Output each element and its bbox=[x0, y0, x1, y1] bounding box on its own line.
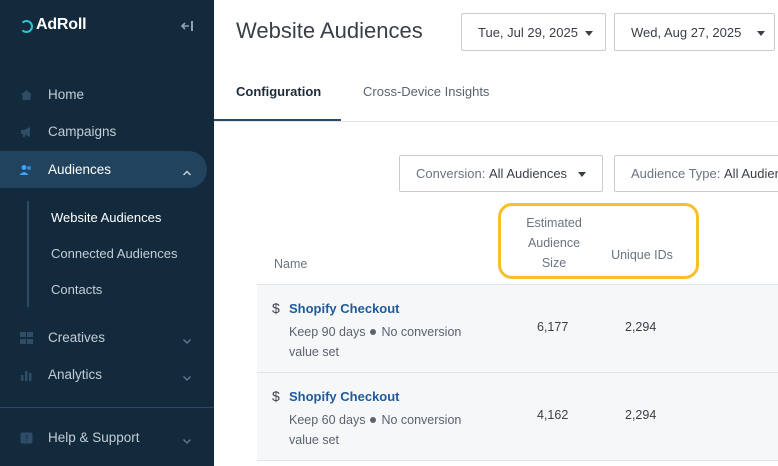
estimated-size-value: 6,177 bbox=[537, 320, 569, 334]
chevron-down-icon bbox=[182, 433, 192, 444]
estimated-size-value: 4,162 bbox=[537, 408, 569, 422]
home-icon bbox=[19, 88, 33, 102]
unique-ids-value: 2,294 bbox=[625, 408, 657, 422]
bullet-icon bbox=[370, 329, 377, 336]
conversion-note: No conversion value set bbox=[289, 413, 462, 447]
tab-configuration[interactable]: Configuration bbox=[236, 84, 322, 99]
start-date-value: Tue, Jul 29, 2025 bbox=[478, 24, 578, 40]
brand-name: AdRoll bbox=[36, 16, 87, 33]
chevron-up-icon bbox=[182, 165, 192, 176]
end-date-picker[interactable]: Wed, Aug 27, 2025 bbox=[614, 13, 775, 51]
column-header-name[interactable]: Name bbox=[274, 257, 308, 271]
chevron-down-icon bbox=[182, 370, 192, 381]
svg-text:?: ? bbox=[24, 434, 28, 443]
sidebar-subitem-website-audiences[interactable]: Website Audiences bbox=[51, 210, 162, 225]
header-line: Estimated bbox=[526, 216, 582, 230]
audience-name-link[interactable]: Shopify Checkout bbox=[289, 389, 400, 404]
sidebar-item-help-support[interactable]: ? Help & Support bbox=[0, 419, 207, 456]
filter-value: All Audiences bbox=[724, 166, 778, 181]
page-title: Website Audiences bbox=[236, 18, 423, 43]
sidebar-item-label: Audiences bbox=[48, 162, 112, 177]
currency-icon: $ bbox=[272, 388, 280, 404]
audience-description: Keep 60 days No conversion value set bbox=[289, 410, 489, 450]
column-header-estimated-size[interactable]: Estimated Audience Size bbox=[514, 213, 594, 273]
collapse-sidebar-button[interactable] bbox=[180, 19, 196, 33]
sidebar-item-analytics[interactable]: Analytics bbox=[0, 356, 207, 393]
bar-chart-icon bbox=[19, 368, 33, 382]
sidebar-item-creatives[interactable]: Creatives bbox=[0, 319, 207, 356]
sidebar: AdRoll Home Campaigns Audiences Website … bbox=[0, 0, 214, 466]
sidebar-divider bbox=[0, 407, 214, 408]
unique-ids-value: 2,294 bbox=[625, 320, 657, 334]
conversion-note: No conversion value set bbox=[289, 325, 462, 359]
keep-duration: Keep 60 days bbox=[289, 413, 366, 427]
collapse-icon bbox=[180, 21, 193, 31]
users-icon bbox=[19, 163, 33, 177]
caret-down-icon bbox=[578, 172, 586, 177]
sidebar-item-audiences[interactable]: Audiences bbox=[0, 151, 207, 188]
adroll-logo-icon bbox=[20, 19, 33, 33]
table-row: $ Shopify Checkout Keep 90 days No conver… bbox=[257, 284, 778, 372]
audience-description: Keep 90 days No conversion value set bbox=[289, 322, 489, 362]
currency-icon: $ bbox=[272, 300, 280, 316]
sidebar-item-label: Home bbox=[48, 87, 85, 102]
sidebar-subitem-contacts[interactable]: Contacts bbox=[51, 282, 103, 297]
chevron-down-icon bbox=[182, 333, 192, 344]
audience-type-filter-dropdown[interactable]: Audience Type: All Audiences bbox=[614, 155, 778, 192]
sidebar-subitem-connected-audiences[interactable]: Connected Audiences bbox=[51, 246, 178, 261]
table-row: $ Shopify Checkout Keep 60 days No conver… bbox=[257, 372, 778, 460]
help-icon: ? bbox=[19, 431, 33, 445]
submenu-guide-line bbox=[27, 201, 29, 307]
adroll-logo[interactable]: AdRoll bbox=[20, 16, 87, 34]
megaphone-icon bbox=[19, 125, 33, 139]
header-line: Size bbox=[541, 256, 567, 270]
tab-cross-device-insights[interactable]: Cross-Device Insights bbox=[363, 84, 490, 99]
conversion-filter-dropdown[interactable]: Conversion: All Audiences bbox=[399, 155, 603, 192]
filter-key: Conversion: bbox=[416, 166, 486, 181]
tabs-divider bbox=[214, 121, 778, 122]
start-date-picker[interactable]: Tue, Jul 29, 2025 bbox=[461, 13, 606, 51]
audience-name-link[interactable]: Shopify Checkout bbox=[289, 301, 400, 316]
filter-key: Audience Type: bbox=[631, 166, 721, 181]
sidebar-item-label: Creatives bbox=[48, 330, 106, 345]
highlight-annotation bbox=[498, 203, 699, 279]
header-line: Audience bbox=[527, 236, 581, 250]
filter-value: All Audiences bbox=[489, 166, 568, 181]
keep-duration: Keep 90 days bbox=[289, 325, 366, 339]
grid-icon bbox=[19, 331, 33, 345]
column-header-unique-ids[interactable]: Unique IDs bbox=[611, 248, 673, 262]
active-tab-indicator bbox=[214, 119, 341, 121]
caret-down-icon bbox=[585, 31, 593, 36]
bullet-icon bbox=[370, 417, 377, 424]
sidebar-item-home[interactable]: Home bbox=[0, 76, 207, 113]
end-date-value: Wed, Aug 27, 2025 bbox=[631, 24, 742, 40]
row-divider bbox=[257, 460, 778, 461]
sidebar-item-label: Help & Support bbox=[48, 430, 140, 445]
sidebar-item-label: Campaigns bbox=[48, 124, 117, 139]
sidebar-item-label: Analytics bbox=[48, 367, 103, 382]
sidebar-item-campaigns[interactable]: Campaigns bbox=[0, 113, 207, 150]
caret-down-icon bbox=[757, 31, 765, 36]
